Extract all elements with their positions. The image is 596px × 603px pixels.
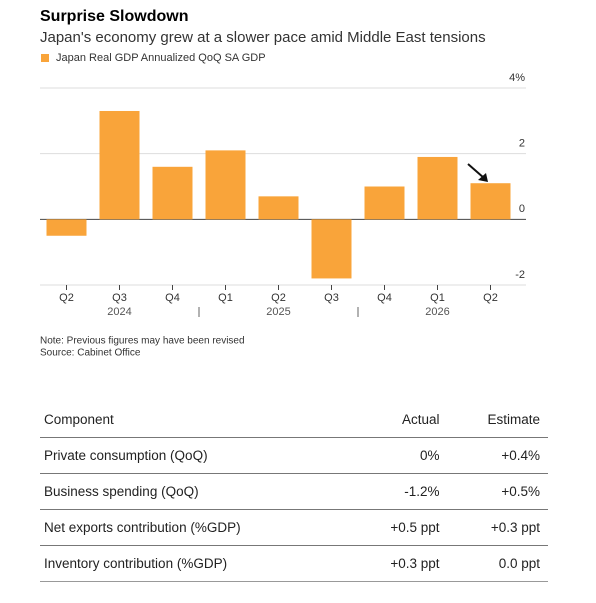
table-row: Private consumption (QoQ) 0% +0.4%	[40, 437, 548, 474]
cell: +0.4%	[447, 437, 548, 474]
source: Source: Cabinet Office	[40, 348, 141, 359]
annotation-arrowhead	[478, 173, 488, 182]
cell: +0.5 ppt	[352, 509, 448, 546]
chart-title: Surprise Slowdown	[40, 8, 188, 25]
bar	[46, 219, 87, 236]
annotation-arrow	[467, 163, 485, 179]
cell: -1.2%	[352, 473, 448, 510]
bar	[417, 156, 458, 220]
cell: +0.3 ppt	[352, 545, 448, 582]
bar	[99, 110, 140, 220]
cell: 0%	[352, 437, 448, 474]
cell: +0.5%	[447, 473, 548, 510]
cell: +0.3 ppt	[447, 509, 548, 546]
header-cell: Component	[40, 402, 353, 438]
y-tick-label: -2	[515, 269, 525, 281]
year-label: 2025	[266, 306, 290, 318]
x-tick-label: Q2	[271, 292, 286, 304]
bar	[152, 166, 193, 220]
table-header: Component Actual Estimate	[40, 402, 548, 438]
table-row: Business spending (QoQ) -1.2% +0.5%	[40, 473, 548, 510]
cell: Net exports contribution (%GDP)	[40, 509, 353, 546]
x-tick-label: Q3	[112, 292, 127, 304]
year-label: 2026	[425, 306, 449, 318]
note: Note: Previous figures may have been rev…	[40, 336, 245, 347]
bar	[311, 219, 352, 279]
header-cell: Actual	[352, 402, 448, 438]
bar	[470, 183, 511, 220]
cell: Inventory contribution (%GDP)	[40, 545, 353, 582]
bar	[364, 186, 405, 220]
header-cell: Estimate	[447, 402, 548, 438]
x-tick-label: Q1	[218, 292, 233, 304]
x-tick-label: Q4	[377, 292, 392, 304]
chart: Surprise Slowdown Japan's economy grew a…	[40, 8, 526, 359]
x-tick-label: Q2	[483, 292, 498, 304]
x-tick-label: Q2	[59, 292, 74, 304]
table-row: Inventory contribution (%GDP) +0.3 ppt 0…	[40, 545, 548, 582]
y-tick-label: 4%	[509, 72, 525, 84]
summary-table: Component Actual Estimate Private consum…	[40, 402, 548, 582]
bar	[258, 196, 299, 220]
cell: Business spending (QoQ)	[40, 473, 353, 510]
year-label: 2024	[107, 306, 131, 318]
table-row: Net exports contribution (%GDP) +0.5 ppt…	[40, 509, 548, 546]
legend-swatch	[41, 54, 49, 62]
cell: 0.0 ppt	[447, 545, 548, 582]
x-tick-label: Q4	[165, 292, 180, 304]
y-tick-label: 2	[519, 138, 525, 150]
cell: Private consumption (QoQ)	[40, 437, 353, 474]
chart-subtitle: Japan's economy grew at a slower pace am…	[40, 29, 486, 46]
x-tick-label: Q1	[430, 292, 445, 304]
y-tick-label: 0	[519, 203, 525, 215]
x-tick-label: Q3	[324, 292, 339, 304]
legend-label: Japan Real GDP Annualized QoQ SA GDP	[56, 52, 266, 64]
bar	[205, 150, 246, 220]
